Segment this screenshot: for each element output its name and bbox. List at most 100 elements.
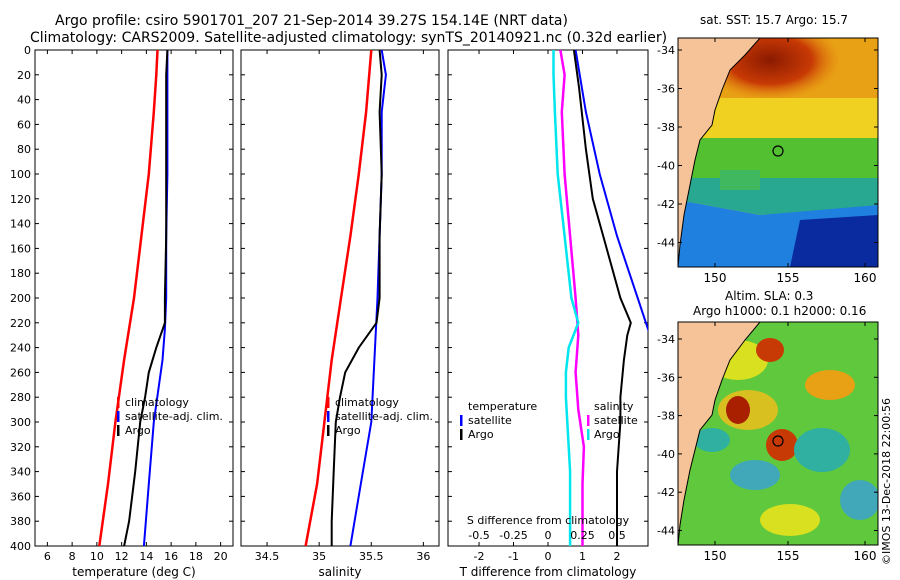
y-tick-label: 360 [10, 490, 31, 503]
y-tick-label: 20 [17, 69, 31, 82]
x-tick-label: -1 [508, 550, 519, 563]
series-line-s-argo [552, 50, 580, 546]
x-tick-label: 35.5 [359, 550, 384, 563]
x-tick-label: 0 [545, 550, 552, 563]
series-line-climatology [98, 50, 159, 546]
y-tick-label: 100 [10, 168, 31, 181]
y-tick-label: 120 [10, 193, 31, 206]
sst-map-title: sat. SST: 15.7 Argo: 15.7 [700, 13, 849, 27]
legend-title-temperature: temperature [468, 400, 537, 413]
legend-label: satellite [594, 414, 638, 427]
map-lat-label: -38 [657, 121, 675, 134]
y-tick-label: 40 [17, 94, 31, 107]
map-lat-label: -34 [657, 333, 675, 346]
y-tick-label: 240 [10, 342, 31, 355]
legend-swatch [327, 397, 330, 408]
legend-swatch [117, 411, 120, 422]
series-line-argo [123, 50, 169, 546]
legend-swatch [460, 429, 463, 440]
top-tick-label: 0.25 [570, 529, 595, 542]
legend-label: Argo [468, 428, 494, 441]
map-lon-label: 160 [854, 549, 877, 563]
y-tick-label: 60 [17, 118, 31, 131]
series-group [552, 50, 648, 546]
y-tick-label: 280 [10, 391, 31, 404]
map-lat-label: -34 [657, 44, 675, 57]
x-tick-label: 6 [44, 550, 51, 563]
series-line-climatology [304, 50, 373, 546]
y-tick-label: 160 [10, 242, 31, 255]
series-line-satellite-adj-clim- [349, 50, 387, 546]
legend-label: Argo [594, 428, 620, 441]
map-lon-label: 150 [704, 271, 727, 285]
x-tick-label: 16 [164, 550, 178, 563]
map-lat-label: -42 [657, 198, 675, 211]
y-tick-label: 140 [10, 218, 31, 231]
x-axis-label: T difference from climatology [459, 565, 637, 579]
map-axes: -34 -36 -38 -40 -42 -44 150 155 160 -34 -36 -38 -40 -… [657, 38, 878, 563]
series-group [98, 50, 169, 546]
legend-swatch [587, 429, 590, 440]
sla-map-title-1: Altim. SLA: 0.3 [725, 289, 814, 303]
legend-swatch [460, 415, 463, 426]
top-tick-label: 0 [545, 529, 552, 542]
legend-swatch [117, 425, 120, 436]
x-tick-label: -2 [474, 550, 485, 563]
top-tick-label: -0.5 [468, 529, 489, 542]
map-lon-label: 150 [704, 549, 727, 563]
legend-label: satellite-adj. clim. [125, 410, 223, 423]
title-line2: Climatology: CARS2009. Satellite-adjuste… [30, 30, 668, 46]
x-tick-label: 14 [139, 550, 153, 563]
series-line-satellite-adj-clim- [142, 50, 169, 546]
x-tick-label: 36 [416, 550, 430, 563]
series-line-t-argo [572, 50, 632, 546]
y-tick-label: 300 [10, 416, 31, 429]
x-tick-label: 2 [613, 550, 620, 563]
map-lat-label: -38 [657, 410, 675, 423]
map-lon-label: 155 [777, 271, 800, 285]
x-tick-label: 1 [579, 550, 586, 563]
y-tick-label: 340 [10, 466, 31, 479]
map-lon-label: 155 [777, 549, 800, 563]
top-tick-label: 0.5 [608, 529, 626, 542]
map-lon-label: 160 [854, 271, 877, 285]
y-tick-label: 380 [10, 515, 31, 528]
series-line-t-satellite [574, 50, 648, 333]
title-line1: Argo profile: csiro 5901701_207 21-Sep-2… [55, 13, 568, 29]
legend-label: Argo [125, 424, 151, 437]
series-group [304, 50, 387, 546]
map-lat-label: -40 [657, 160, 675, 173]
x-tick-label: 34.5 [255, 550, 280, 563]
x-tick-label: 35 [312, 550, 326, 563]
sla-map-title-2: Argo h1000: 0.1 h2000: 0.16 [693, 304, 867, 318]
map-lat-label: -40 [657, 448, 675, 461]
y-tick-label: 220 [10, 317, 31, 330]
y-tick-label: 80 [17, 143, 31, 156]
legend-swatch [327, 411, 330, 422]
map-lat-label: -36 [657, 371, 675, 384]
y-tick-label: 320 [10, 441, 31, 454]
top-tick-label: -0.25 [499, 529, 527, 542]
y-tick-label: 200 [10, 292, 31, 305]
series-line-argo [330, 50, 383, 546]
legend-label: climatology [335, 396, 399, 409]
x-axis-label: salinity [318, 565, 361, 579]
map-lat-label: -36 [657, 83, 675, 96]
x-tick-label: 20 [214, 550, 228, 563]
legend-label: satellite-adj. clim. [335, 410, 433, 423]
legend-swatch [327, 425, 330, 436]
top-axis-label: S difference from climatology [467, 514, 630, 527]
legend-label: climatology [125, 396, 189, 409]
y-tick-label: 180 [10, 267, 31, 280]
y-tick-label: 400 [10, 540, 31, 553]
salinity-panel: 34.5 35 35.5 36 salinity climatologysatellite… [240, 49, 440, 579]
x-tick-label: 12 [115, 550, 129, 563]
x-tick-label: 10 [90, 550, 104, 563]
temperature-panel: 0 20 40 60 80 100 120 140 160 180 200 220 240 260 280 3… [10, 44, 234, 579]
legend-title-salinity: salinity [594, 400, 634, 413]
map-lat-label: -42 [657, 486, 675, 499]
map-lat-label: -44 [657, 237, 675, 250]
map-lat-label: -44 [657, 525, 675, 538]
